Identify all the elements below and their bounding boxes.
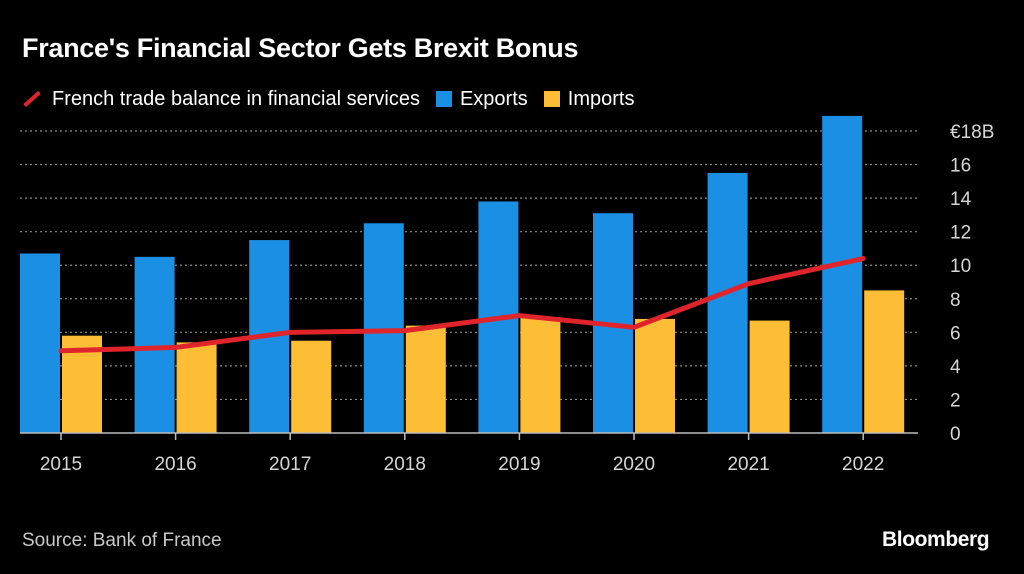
x-tick-label: 2016: [154, 454, 196, 475]
bloomberg-logo: Bloomberg: [882, 528, 990, 551]
bar-exports: [707, 172, 748, 433]
legend-label-balance: French trade balance in financial servic…: [52, 87, 420, 110]
legend-label-imports: Imports: [567, 87, 635, 110]
y-tick-label: 0: [950, 424, 961, 445]
x-tick-label: 2021: [727, 454, 769, 475]
balance-point: [633, 326, 635, 328]
x-tick-label: 2018: [384, 454, 426, 475]
y-tick-label: 14: [950, 189, 972, 210]
legend-exports-swatch: [435, 91, 452, 107]
balance-point: [60, 350, 62, 352]
bar-exports: [822, 115, 863, 434]
balance-point: [175, 346, 177, 348]
chart-legend: French trade balance in financial servic…: [22, 84, 650, 114]
y-tick-label: 2: [950, 390, 961, 411]
bar-imports: [405, 325, 446, 433]
bar-imports: [520, 317, 561, 433]
x-tick-label: 2019: [498, 454, 540, 475]
y-tick-label: 16: [950, 156, 971, 177]
x-tick-label: 2015: [40, 454, 82, 475]
legend-label-exports: Exports: [459, 87, 528, 110]
legend-item-balance: French trade balance in financial servic…: [22, 88, 420, 111]
bar-imports: [176, 342, 217, 433]
x-tick-label: 2020: [613, 454, 655, 475]
source-note: Source: Bank of France: [22, 530, 222, 551]
x-tick-label: 2022: [842, 454, 884, 475]
balance-point: [289, 331, 291, 333]
y-tick-label: 4: [950, 357, 961, 378]
y-tick-label: 8: [950, 290, 961, 311]
balance-point: [404, 330, 406, 332]
y-tick-label: 12: [950, 223, 971, 244]
bar-exports: [20, 253, 60, 433]
balance-point: [748, 283, 750, 285]
chart-title: France's Financial Sector Gets Brexit Bo…: [22, 33, 579, 63]
balance-point: [518, 315, 520, 317]
balance-point: [862, 258, 864, 260]
bar-imports: [635, 318, 675, 433]
y-tick-label: 10: [950, 256, 971, 277]
bar-imports: [291, 340, 332, 433]
y-tick-label: €18B: [950, 122, 994, 143]
bar-imports: [749, 320, 790, 433]
x-tick-label: 2017: [269, 454, 311, 475]
bar-imports: [864, 290, 905, 433]
bar-exports: [363, 223, 404, 433]
legend-item-exports: Exports: [435, 87, 528, 111]
legend-item-imports: Imports: [543, 87, 635, 111]
balance-line: [58, 256, 866, 354]
bar-exports: [134, 256, 175, 433]
legend-imports-swatch: [543, 91, 560, 107]
y-tick-label: 6: [950, 323, 961, 344]
